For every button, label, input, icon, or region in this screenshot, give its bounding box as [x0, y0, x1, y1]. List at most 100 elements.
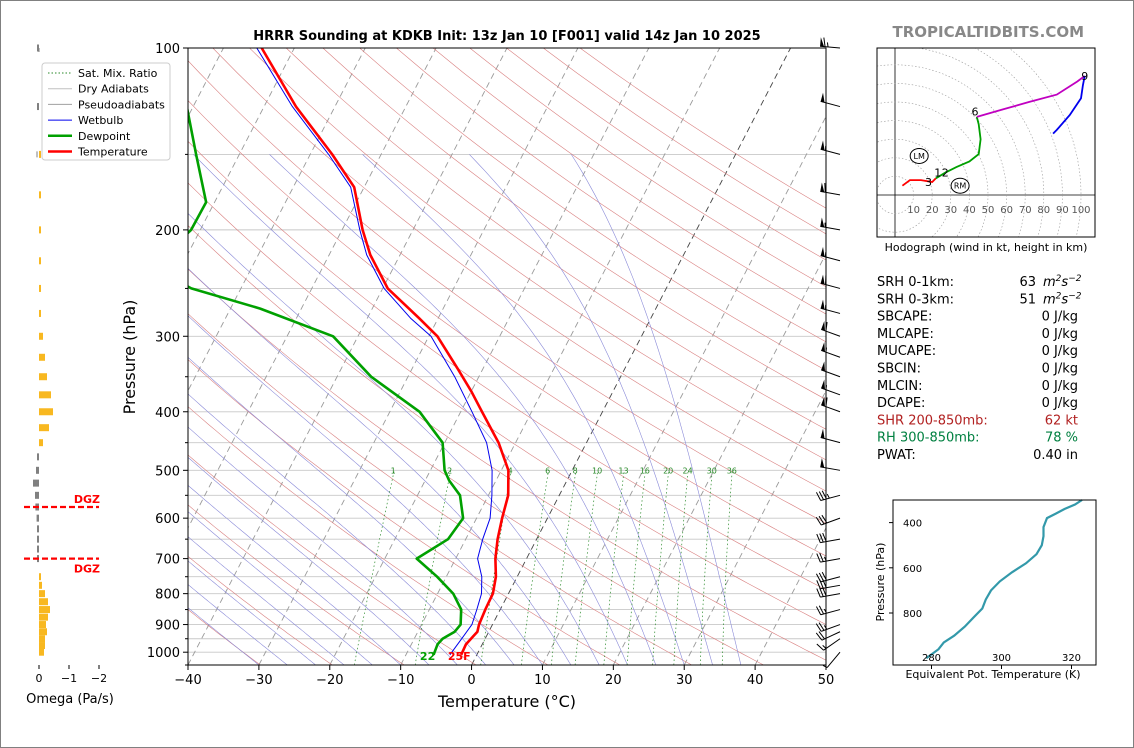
omega-tick-label: 0 [36, 672, 43, 685]
omega-panel: DGZ DGZ 0 −1 −2 [24, 44, 107, 685]
dry-adiabat [359, 48, 826, 371]
mixing-ratio-label: 30 [707, 467, 717, 476]
moist-adiabat [188, 315, 543, 665]
dry-adiabat [188, 406, 549, 665]
omega-bar [39, 613, 48, 621]
dry-adiabat [188, 454, 477, 665]
hodograph-panel: 10 20 30 40 50 60 70 80 90 100 LM RM 31 2 6 9 [877, 48, 1095, 237]
wind-barb [820, 274, 841, 289]
temperature-line [260, 48, 510, 656]
moist-adiabat [188, 484, 401, 665]
omega-bar [37, 103, 39, 111]
hodograph-height-label: 3 [925, 176, 932, 189]
dry-adiabat [432, 48, 826, 315]
wind-barb [816, 552, 841, 563]
wind-barb [820, 37, 841, 49]
isotherm-line [542, 115, 826, 665]
x-tick-label: 10 [534, 673, 551, 688]
hodograph-frame [876, 47, 1096, 238]
isotherm-line [258, 48, 579, 665]
index-unit: m2s−2 [1043, 291, 1082, 307]
isotherm-line [400, 48, 721, 665]
mixing-ratio-label: 13 [618, 467, 628, 476]
mixing-ratio-line [521, 470, 549, 665]
storm-motion-marker [909, 147, 929, 164]
hodograph-height-label: 2 [942, 167, 949, 180]
moist-adiabat [193, 154, 628, 665]
hodograph-height-label: 6 [971, 105, 978, 118]
hodograph-ring-label: 20 [926, 205, 939, 216]
index-label: SBCAPE: [877, 310, 932, 325]
wetbulb-line [256, 48, 493, 656]
hodograph-ring-label: 40 [963, 205, 976, 216]
omega-bar [39, 373, 47, 381]
wind-barb [816, 638, 841, 651]
theta-e-panel: 280 300 320 400 600 800 [889, 499, 1083, 669]
isotherm-line [188, 48, 508, 665]
wind-barb-column [815, 37, 841, 668]
wind-barb [815, 571, 841, 583]
omega-bar [39, 424, 49, 432]
mixing-ratio-line [574, 470, 599, 665]
index-row: SRH 0-1km: 63 m2s−2 [877, 274, 1082, 290]
hodograph-ring [877, 83, 1007, 237]
mixing-ratio-line [603, 470, 625, 665]
legend-label: Pseudoadiabats [78, 98, 165, 111]
omega-bar [39, 573, 41, 581]
index-value: 51 [1019, 292, 1036, 307]
index-value: 78 % [1045, 431, 1078, 446]
legend-label: Wetbulb [78, 114, 123, 127]
moist-adiabat [469, 154, 713, 665]
wind-barb [821, 320, 841, 337]
moist-adiabat [188, 511, 373, 665]
dry-adiabat [285, 48, 826, 430]
wind-barb [820, 299, 841, 314]
moist-adiabat [188, 213, 600, 665]
moist-adiabat [269, 154, 657, 665]
omega-bar [33, 479, 39, 487]
omega-bar [39, 257, 41, 265]
omega-bar [36, 466, 39, 474]
index-value: 0 J/kg [1042, 344, 1078, 359]
omega-bar [39, 391, 51, 399]
y-tick-label: 1000 [147, 646, 180, 661]
y-tick-label: 500 [155, 464, 180, 479]
omega-bar [39, 309, 41, 317]
omega-bar [39, 408, 53, 416]
mixing-ratio-label: 8 [573, 467, 578, 476]
hodograph-height-label: 9 [1081, 70, 1088, 83]
x-tick-label: 0 [467, 673, 475, 688]
index-row: SRH 0-3km: 51 m2s−2 [877, 291, 1082, 307]
index-label: SRH 0-1km: [877, 275, 954, 290]
y-tick-label: 200 [155, 224, 180, 239]
theta-e-x-tick-label: 300 [992, 653, 1011, 664]
index-value: 63 [1019, 275, 1036, 290]
index-row: MLCIN: 0 J/kg [877, 379, 1078, 394]
index-row: SBCIN: 0 J/kg [877, 362, 1078, 377]
mixing-ratio-label: 24 [683, 467, 693, 476]
hodograph-ring-label: 30 [944, 205, 957, 216]
wind-barb [816, 532, 841, 544]
hodograph-trace [901, 177, 937, 187]
wind-barb [821, 396, 841, 413]
hodograph-ring [877, 64, 1026, 237]
hodograph-ring-label: 100 [1071, 205, 1090, 216]
moist-adiabat [571, 154, 742, 665]
legend-label: Temperature [77, 146, 148, 159]
mixing-ratio-label: 6 [545, 467, 550, 476]
omega-x-axis-label: Omega (Pa/s) [26, 692, 114, 707]
theta-e-x-axis-label: Equivalent Pot. Temperature (K) [905, 668, 1080, 681]
dry-adiabat [188, 609, 261, 665]
wind-barb [820, 182, 841, 196]
theta-e-x-tick-label: 320 [1062, 653, 1081, 664]
dry-adiabat [188, 100, 826, 557]
index-label: SRH 0-3km: [877, 292, 954, 307]
wind-barb [820, 428, 841, 444]
index-unit: m2s−2 [1043, 274, 1082, 290]
sounding-indices: SRH 0-1km: 63 m2s−2 SRH 0-3km: 51 m2s−2 SBCAPE… [877, 274, 1082, 463]
mixing-ratio-line [414, 470, 452, 665]
wind-barb [822, 651, 841, 668]
dgz-label-bottom: DGZ [74, 563, 100, 576]
theta-e-y-axis-label: Pressure (hPa) [874, 543, 887, 622]
omega-bar [35, 491, 39, 499]
